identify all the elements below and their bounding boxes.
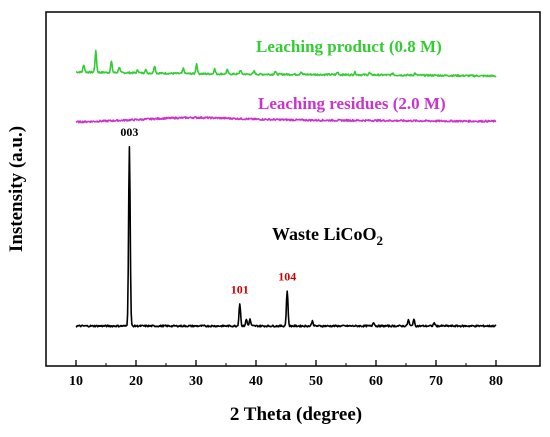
- x-tick-label-60: 60: [369, 374, 383, 389]
- series-line-2: [75, 116, 497, 124]
- x-tick-label-10: 10: [69, 374, 83, 389]
- x-tick-label-50: 50: [309, 374, 323, 389]
- series-line-3: [75, 146, 497, 328]
- series-label-1: Leaching product (0.8 M): [256, 37, 442, 56]
- x-axis-ticks: 10 20 30 40 50 60 70 80: [69, 360, 503, 389]
- plot-frame: [45, 11, 541, 367]
- y-axis-label: Instensity (a.u.): [6, 126, 27, 252]
- series-line-1: [75, 49, 497, 78]
- x-tick-label-40: 40: [249, 374, 263, 389]
- series-label-2: Leaching residues (2.0 M): [258, 94, 446, 113]
- x-axis-label: 2 Theta (degree): [230, 404, 362, 425]
- peak-label-104: 104: [278, 270, 296, 284]
- x-tick-label-30: 30: [189, 374, 203, 389]
- x-tick-label-20: 20: [129, 374, 143, 389]
- peak-label-003: 003: [120, 125, 138, 139]
- peak-label-101: 101: [231, 283, 249, 297]
- series-label-layer: Leaching product (0.8 M) Leaching residue…: [256, 37, 446, 248]
- annotation-layer: 003 101 104: [120, 125, 296, 297]
- x-tick-label-70: 70: [429, 374, 443, 389]
- series-label-3: Waste LiCoO2: [272, 224, 383, 248]
- series-layer: [75, 49, 497, 328]
- x-tick-label-80: 80: [489, 374, 503, 389]
